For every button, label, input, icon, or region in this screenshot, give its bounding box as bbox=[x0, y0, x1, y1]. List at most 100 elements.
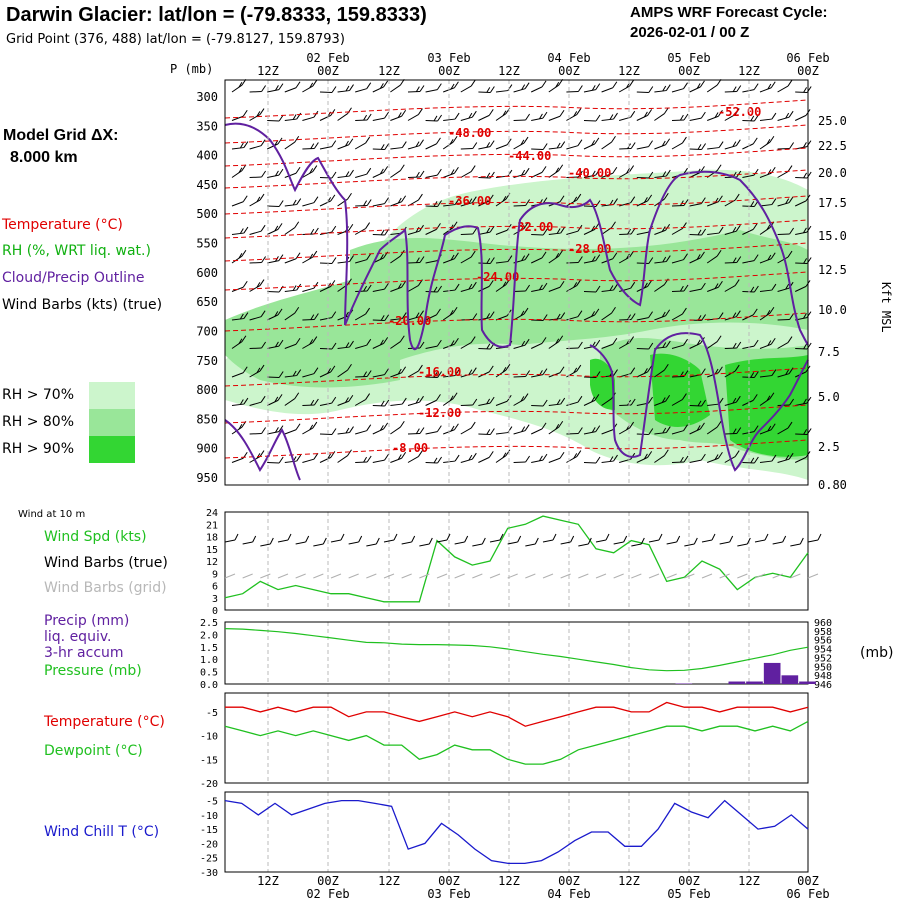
wind-barb-feather bbox=[559, 195, 565, 203]
wind-barb bbox=[355, 430, 367, 435]
wind-barb bbox=[390, 115, 402, 121]
wind-barb bbox=[390, 147, 403, 150]
wind-barb-feather bbox=[313, 227, 319, 235]
grid-wind-barb bbox=[277, 573, 289, 579]
wind-barb-feather bbox=[662, 256, 667, 263]
wind-barb-feather bbox=[803, 398, 807, 405]
wind-barb-feather bbox=[753, 114, 759, 122]
wind-barb bbox=[266, 228, 279, 235]
wind-barb-feather bbox=[612, 166, 618, 174]
wind-barb bbox=[231, 372, 244, 378]
wind-barb-feather bbox=[243, 141, 249, 148]
wind-barb bbox=[249, 285, 261, 292]
temperature-tick: -10 bbox=[200, 732, 218, 743]
wind-barb-feather bbox=[454, 252, 459, 260]
legend-dewpoint: Dewpoint (°C) bbox=[44, 743, 143, 759]
wind-barb bbox=[443, 118, 456, 121]
wind-barb-feather bbox=[700, 282, 706, 290]
wind-barb bbox=[460, 85, 472, 93]
wind-barb-feather bbox=[700, 251, 705, 259]
wind-barb-feather bbox=[520, 139, 525, 146]
wind-barb-feather bbox=[384, 143, 390, 150]
wind-barb bbox=[530, 428, 543, 435]
wind-barb-feather bbox=[789, 313, 795, 320]
surface-wind-barb-feather bbox=[587, 537, 592, 545]
wind-barb-feather bbox=[417, 364, 423, 372]
wind-barb-feather bbox=[735, 224, 741, 232]
grid-wind-barb bbox=[701, 573, 713, 579]
wind-barb-feather bbox=[486, 258, 491, 264]
rh90-swatch bbox=[89, 436, 135, 463]
height-tick-label: 20.0 bbox=[818, 166, 847, 180]
wind-barb-feather bbox=[415, 257, 420, 263]
wind-barb-feather bbox=[591, 85, 596, 91]
wind-barb-feather bbox=[803, 87, 808, 93]
wind-barb-feather bbox=[643, 111, 648, 118]
wind-barb-feather bbox=[242, 280, 248, 288]
wind-barb-feather bbox=[767, 254, 772, 261]
wind-barb-feather bbox=[613, 454, 618, 462]
wind-barb-feather bbox=[261, 256, 267, 263]
wind-barb bbox=[284, 398, 295, 406]
wind-barb-feather bbox=[787, 165, 793, 172]
wind-barb-feather bbox=[384, 111, 389, 119]
forecast-cycle-label: AMPS WRF Forecast Cycle: bbox=[630, 4, 828, 21]
wind-barb-feather bbox=[401, 141, 407, 148]
wind-barb-feather bbox=[771, 369, 777, 376]
wind-barb-feather bbox=[718, 366, 723, 374]
wind-barb bbox=[337, 369, 348, 378]
wind-barb-feather bbox=[296, 112, 302, 120]
height-tick-label: 0.80 bbox=[818, 478, 847, 492]
wind-barb-feather bbox=[383, 337, 389, 344]
wind-barb bbox=[566, 370, 578, 378]
wind-barb bbox=[654, 400, 666, 406]
wind-barb-feather bbox=[415, 312, 420, 318]
wind-barb-feather bbox=[647, 194, 653, 202]
wind-barb bbox=[302, 287, 315, 292]
wind-barb bbox=[531, 288, 544, 292]
wind-speed-tick: 12 bbox=[206, 557, 218, 568]
wind-barb-feather bbox=[559, 366, 565, 374]
wind-barb-feather bbox=[648, 311, 653, 318]
wind-barb-feather bbox=[331, 86, 337, 93]
temperature-contour-label: -12.00 bbox=[418, 406, 461, 420]
wind-barb bbox=[390, 426, 401, 435]
surface-wind-barb bbox=[737, 543, 748, 547]
wind-barb bbox=[513, 88, 526, 93]
wind-barb-feather bbox=[523, 307, 529, 315]
wind-barb-feather bbox=[789, 398, 795, 406]
surface-wind-barb bbox=[719, 541, 730, 545]
date-label-top: 03 Feb bbox=[427, 51, 470, 65]
wind-barb-feather bbox=[331, 396, 337, 404]
wind-chill-line bbox=[224, 799, 809, 865]
wind-barb bbox=[654, 432, 667, 435]
wind-barb bbox=[618, 171, 630, 178]
wind-barb-feather bbox=[433, 372, 438, 378]
wind-barb-feather bbox=[278, 114, 284, 122]
wind-barb-feather bbox=[471, 281, 477, 289]
wind-barb-feather bbox=[419, 139, 424, 146]
wind-barb-feather bbox=[542, 143, 548, 150]
wind-barb bbox=[566, 145, 579, 150]
wind-barb-feather bbox=[436, 308, 441, 316]
surface-wind-barb-feather bbox=[375, 537, 380, 545]
surface-wind-barb-feather bbox=[799, 537, 804, 545]
precip-bar bbox=[799, 681, 816, 684]
wind-barb bbox=[548, 170, 559, 178]
wind-barb bbox=[284, 312, 295, 321]
wind-barb-feather bbox=[436, 394, 441, 401]
wind-barb bbox=[548, 426, 559, 435]
wind-barb-feather bbox=[523, 393, 529, 400]
wind-barb-feather bbox=[696, 83, 701, 89]
wind-barb-feather bbox=[577, 85, 583, 92]
wind-barb-feather bbox=[595, 254, 601, 261]
wind-barb bbox=[337, 400, 350, 406]
wind-barb-feather bbox=[648, 140, 653, 147]
wind-barb-feather bbox=[470, 421, 476, 429]
rh90-region-b bbox=[725, 355, 808, 457]
wind-barb-feather bbox=[366, 199, 372, 206]
wind-barb-feather bbox=[612, 337, 618, 345]
grid-wind-barb bbox=[348, 573, 359, 579]
wind-barb bbox=[795, 231, 808, 235]
wind-barb-feather bbox=[787, 336, 793, 343]
